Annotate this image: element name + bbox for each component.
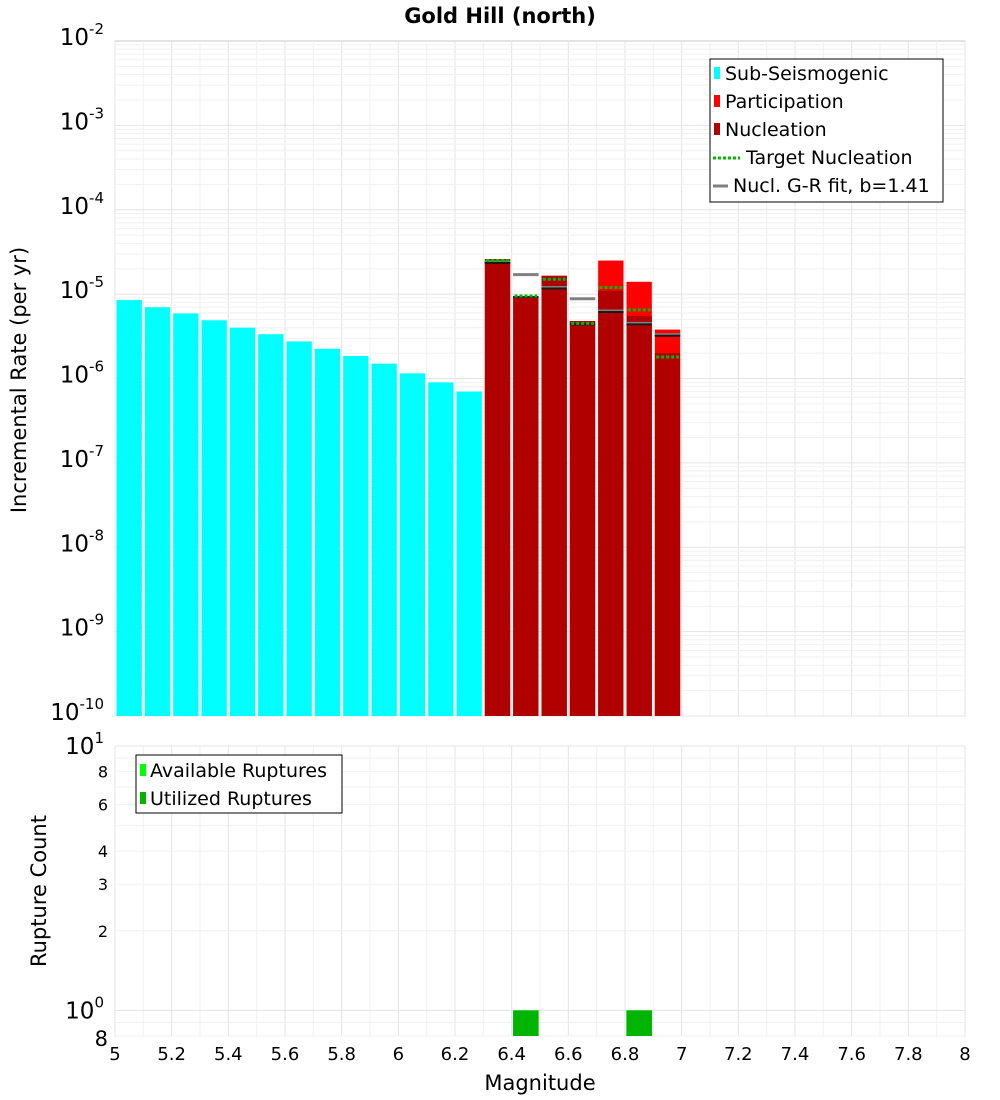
nucleation-bar [654, 353, 681, 716]
x-tick-label: 7.6 [837, 1044, 866, 1065]
top-y-tick-label: 10-3 [60, 104, 104, 135]
nucleation-bar [569, 321, 596, 716]
sub-seismogenic-bar [144, 307, 171, 716]
bottom-legend: Available Ruptures Utilized Ruptures [135, 754, 343, 814]
top-y-axis-label: Incremental Rate (per yr) [7, 247, 31, 513]
top-y-tick-label: 10-6 [60, 358, 104, 389]
top-legend-box [709, 58, 944, 203]
bottom-y-major-label: 101 [65, 729, 104, 760]
bottom-y-minor-label: 2 [98, 922, 108, 941]
nucleation-bar [598, 290, 624, 716]
sub-seismogenic-bar [201, 320, 227, 716]
legend-swatch [140, 792, 146, 804]
x-tick-label: 7.2 [724, 1044, 753, 1065]
legend-swatch [140, 764, 146, 776]
x-tick-label: 5.6 [271, 1044, 300, 1065]
nucleation-bar [626, 316, 652, 716]
bottom-bars [513, 1010, 652, 1036]
x-tick-label: 6.2 [441, 1044, 470, 1065]
bottom-y-minor-label: 8 [98, 763, 108, 782]
top-y-tick-labels: 10-2 10-3 10-4 10-5 10-6 10-7 10-8 10-9 10-10 [50, 20, 104, 726]
x-tick-label: 7 [676, 1044, 687, 1065]
legend-swatch [714, 67, 720, 79]
x-tick-label: 7.8 [894, 1044, 923, 1065]
sub-seismogenic-bar [173, 313, 199, 716]
x-tick-label: 5 [109, 1044, 120, 1065]
legend-swatch [714, 123, 720, 135]
bottom-y-axis-label: Rupture Count [27, 815, 51, 967]
bottom-y-minor-label: 8 [95, 1027, 108, 1051]
top-y-tick-label: 10-9 [60, 611, 104, 642]
top-legend-label: Nucleation [725, 119, 827, 141]
sub-seismogenic-bar [286, 341, 312, 716]
chart-title: Gold Hill (north) [404, 4, 596, 28]
top-y-tick-label: 10-4 [60, 189, 104, 220]
top-y-tick-label: 10-2 [60, 20, 104, 51]
top-bars [116, 259, 681, 716]
x-tick-label: 7.4 [781, 1044, 810, 1065]
utilized-ruptures-bar [513, 1010, 539, 1036]
bottom-y-minor-label: 4 [98, 842, 108, 861]
nucleation-bar [541, 275, 567, 716]
x-tick-label: 6.8 [611, 1044, 640, 1065]
top-legend-label: Target Nucleation [745, 147, 913, 169]
sub-seismogenic-bar [399, 373, 426, 716]
bottom-y-minor-label: 3 [98, 875, 108, 894]
nucleation-bar [513, 296, 539, 716]
top-line-markers [484, 259, 681, 359]
sub-seismogenic-bar [116, 300, 142, 716]
x-tick-label: 6.6 [554, 1044, 583, 1065]
x-tick-label: 5.2 [157, 1044, 186, 1065]
sub-seismogenic-bar [258, 334, 284, 716]
top-y-tick-label: 10-7 [60, 442, 104, 473]
top-legend-label: Participation [725, 91, 844, 113]
top-legend: Sub-Seismogenic Participation Nucleation Ta… [709, 58, 944, 203]
nucleation-bar [484, 259, 511, 716]
x-tick-label: 6.4 [497, 1044, 526, 1065]
x-tick-label: 8 [959, 1044, 970, 1065]
top-y-tick-label: 10-5 [60, 273, 104, 304]
top-legend-label: Nucl. G-R fit, b=1.41 [733, 175, 930, 197]
bottom-legend-box [135, 754, 343, 814]
sub-seismogenic-bar [428, 382, 454, 716]
x-tick-label: 5.8 [327, 1044, 356, 1065]
sub-seismogenic-bar [229, 327, 256, 716]
sub-seismogenic-bar [371, 363, 397, 716]
bottom-legend-label: Available Ruptures [150, 760, 327, 782]
bottom-y-minor-label: 6 [98, 796, 108, 815]
sub-seismogenic-bar [343, 355, 369, 716]
x-tick-label: 6 [393, 1044, 404, 1065]
bottom-legend-label: Utilized Ruptures [150, 788, 312, 810]
x-axis-label: Magnitude [484, 1071, 595, 1095]
x-tick-label: 5.4 [214, 1044, 243, 1065]
top-y-tick-label: 10-10 [50, 695, 104, 726]
sub-seismogenic-bar [314, 348, 341, 716]
top-y-tick-label: 10-8 [60, 526, 104, 557]
utilized-ruptures-bar [626, 1010, 652, 1036]
bottom-y-tick-labels: 101 100 8 6 4 3 2 8 [65, 729, 108, 1051]
x-tick-labels: 5 5.2 5.4 5.6 5.8 6 6.2 6.4 6.6 6.8 7 7.2 7.4 7.6 7.8 8 [109, 1044, 970, 1065]
legend-swatch [714, 95, 720, 107]
bottom-y-major-label: 100 [65, 993, 104, 1024]
top-legend-label: Sub-Seismogenic [725, 63, 889, 85]
sub-seismogenic-bar [456, 391, 482, 716]
